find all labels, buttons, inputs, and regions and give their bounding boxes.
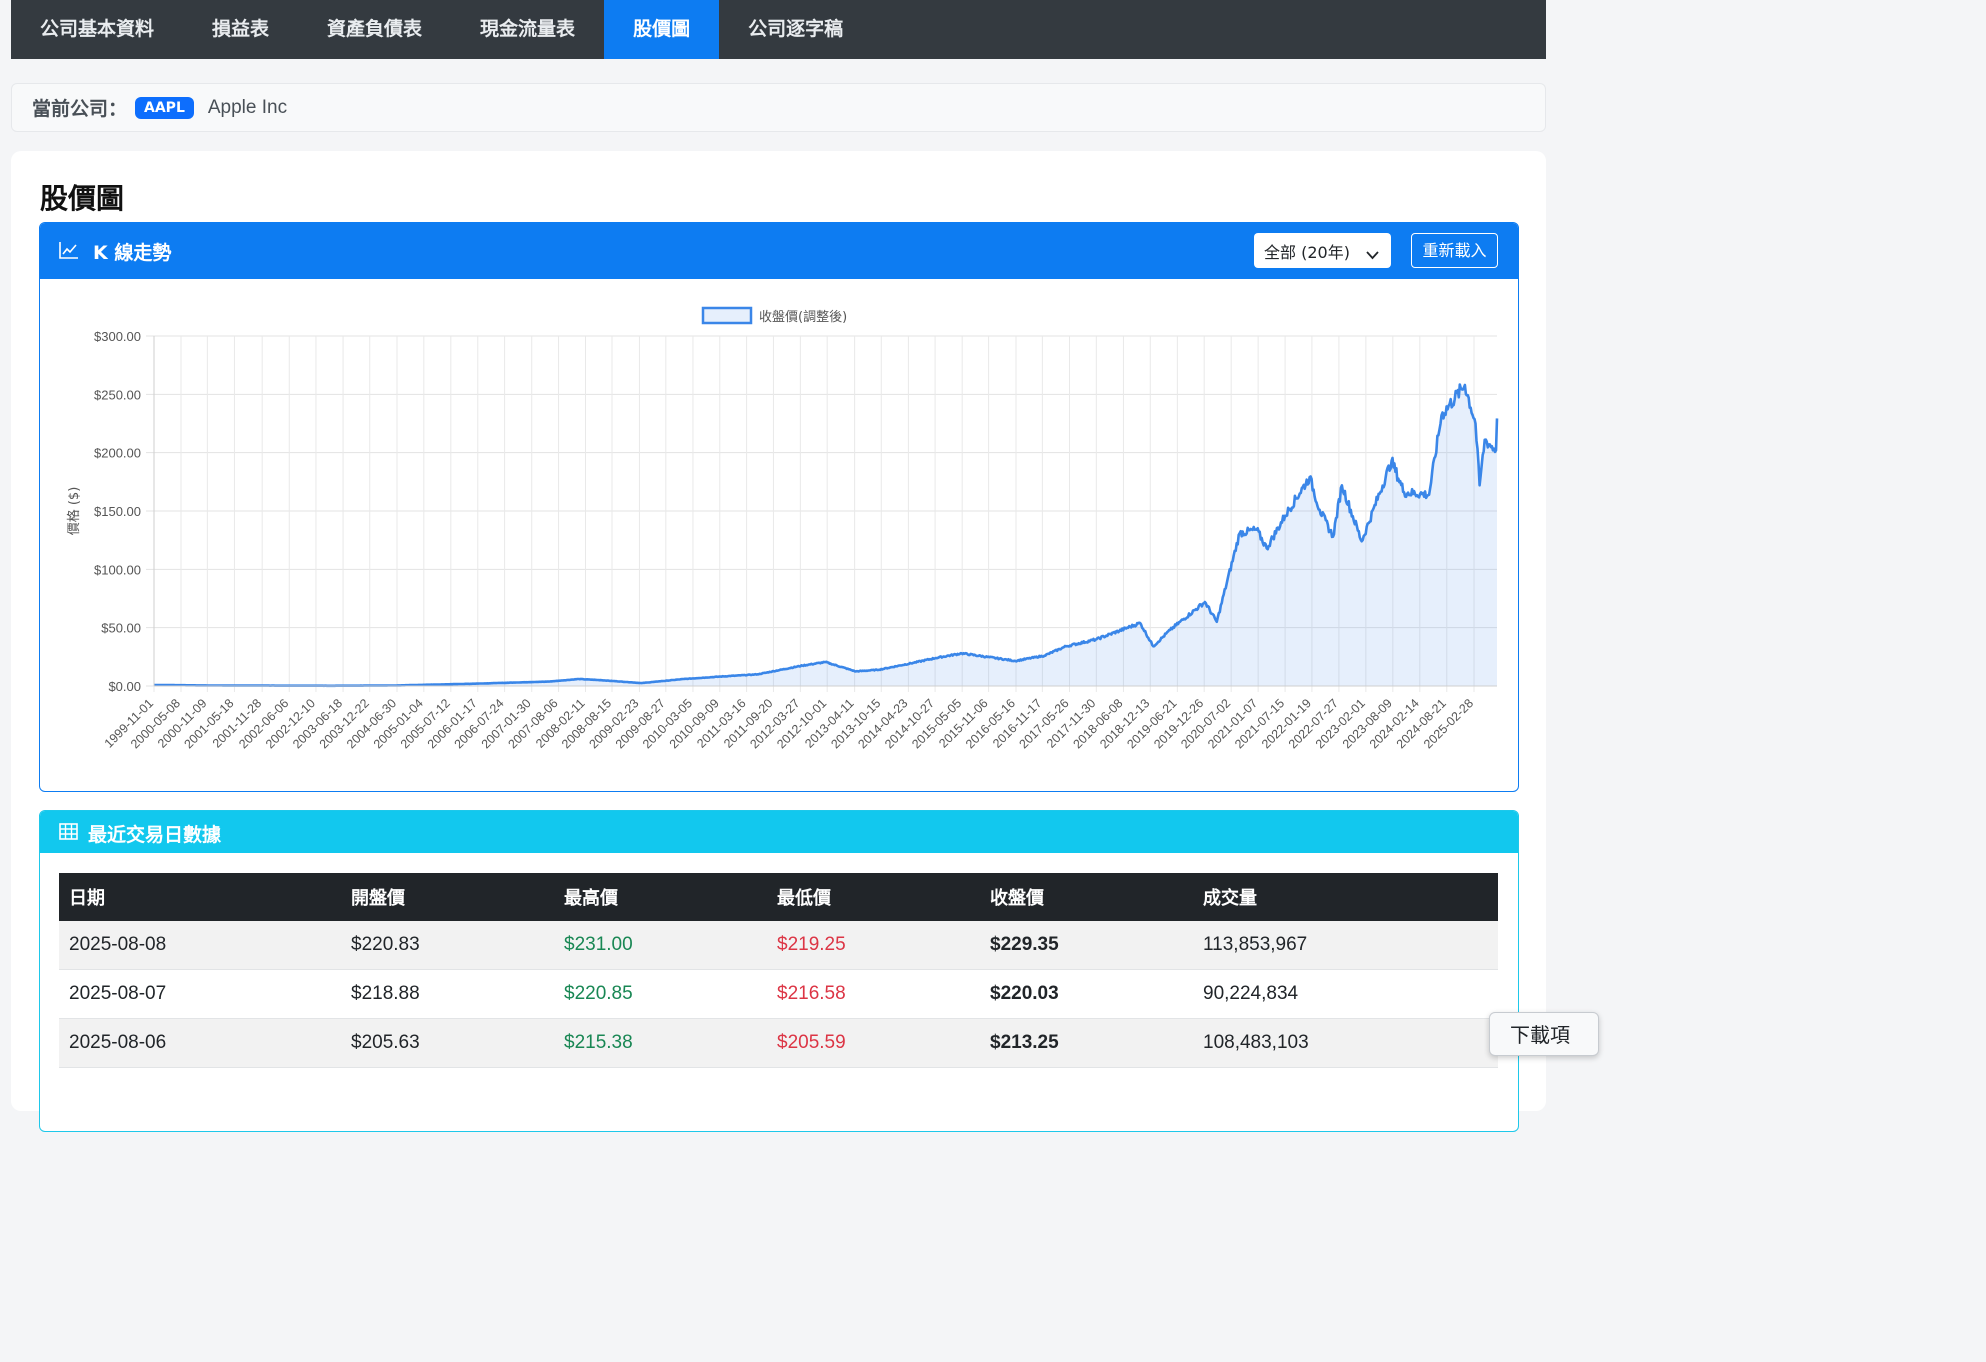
current-company-label: 當前公司： (32, 98, 128, 120)
download-tooltip[interactable]: 下載項 (1489, 1012, 1599, 1056)
company-name: Apple Inc (207, 96, 288, 118)
cell-low: $216.58 (767, 969, 980, 1019)
table-row: 2025-08-08 $220.83 $231.00 $219.25 $229.… (59, 921, 1498, 970)
range-select-value: 全部 (20年) (1264, 242, 1350, 262)
cell-high: $215.38 (554, 1018, 767, 1068)
y-tick-label: $250.00 (94, 387, 141, 402)
price-chart: $0.00 $50.00 $100.00 $150.00 $200.00 $250.00 $… (66, 306, 1499, 751)
ticker-badge: AAPL (135, 96, 194, 119)
cell-volume: 90,224,834 (1193, 969, 1498, 1019)
cell-volume: 108,483,103 (1193, 1018, 1498, 1068)
table-header-row: 日期 開盤價 最高價 最低價 收盤價 成交量 (59, 873, 1498, 921)
y-tick-label: $0.00 (108, 679, 141, 694)
y-tick-label: $150.00 (94, 504, 141, 519)
cell-close: $213.25 (980, 1018, 1193, 1068)
top-navigation: 公司基本資料 損益表 資產負債表 現金流量表 股價圖 公司逐字稿 (11, 0, 1546, 59)
current-company-bar: 當前公司： AAPL Apple Inc (11, 83, 1546, 132)
table-row: 2025-08-07 $218.88 $220.85 $216.58 $220.… (59, 969, 1498, 1019)
range-select[interactable]: 全部 (20年) (1254, 233, 1391, 268)
recent-trading-title: 最近交易日數據 (88, 824, 222, 846)
cell-date: 2025-08-07 (59, 969, 341, 1019)
recent-trading-table: 日期 開盤價 最高價 最低價 收盤價 成交量 2025-08-08 $220.8… (59, 873, 1498, 1068)
y-axis-label: 價格 ($) (66, 487, 82, 536)
recent-trading-header: 最近交易日數據 (40, 811, 1518, 853)
cell-open: $205.63 (341, 1018, 554, 1068)
tab-income-statement[interactable]: 損益表 (212, 18, 270, 40)
cell-open: $218.88 (341, 969, 554, 1019)
line-chart-icon (59, 241, 79, 263)
chart-panel-header: K 線走勢 全部 (20年) 重新載入 (40, 223, 1518, 279)
col-date: 日期 (59, 873, 341, 921)
col-open: 開盤價 (341, 873, 554, 921)
cell-volume: 113,853,967 (1193, 921, 1498, 970)
chart-panel: K 線走勢 全部 (20年) 重新載入 $0.00 $50.00 $100.00 $1… (39, 222, 1519, 792)
col-close: 收盤價 (980, 873, 1193, 921)
table-icon (59, 823, 78, 844)
main-card: 股價圖 K 線走勢 全部 (20年) 重新載入 $0.00 $50.00 $100.… (11, 151, 1546, 1132)
y-tick-label: $200.00 (94, 446, 141, 461)
chart-panel-title: K 線走勢 (93, 242, 172, 264)
chevron-down-icon (1366, 245, 1379, 264)
tab-cash-flow[interactable]: 現金流量表 (480, 18, 576, 40)
cell-close: $229.35 (980, 921, 1193, 970)
legend-swatch (701, 306, 753, 325)
reload-button[interactable]: 重新載入 (1411, 233, 1498, 268)
col-high: 最高價 (554, 873, 767, 921)
cell-low: $219.25 (767, 921, 980, 970)
tab-stock-chart[interactable]: 股價圖 (604, 0, 720, 59)
tab-transcripts[interactable]: 公司逐字稿 (748, 18, 844, 40)
table-row: 2025-08-06 $205.63 $215.38 $205.59 $213.… (59, 1018, 1498, 1068)
tab-balance-sheet[interactable]: 資產負債表 (327, 18, 423, 40)
tab-company-profile[interactable]: 公司基本資料 (40, 18, 155, 40)
cell-close: $220.03 (980, 969, 1193, 1019)
chart-plot-group: $0.00 $50.00 $100.00 $150.00 $200.00 $250.00 $… (66, 306, 1499, 751)
page-title: 股價圖 (40, 182, 125, 215)
cell-date: 2025-08-08 (59, 921, 341, 970)
price-area-fill (154, 384, 1497, 686)
legend-label: 收盤價(調整後) (759, 310, 847, 325)
cell-open: $220.83 (341, 921, 554, 970)
y-tick-label: $50.00 (101, 621, 141, 636)
cell-high: $231.00 (554, 921, 767, 970)
y-tick-label: $100.00 (94, 562, 141, 577)
col-volume: 成交量 (1193, 873, 1498, 921)
recent-trading-panel: 最近交易日數據 日期 開盤價 最高價 最低價 收盤價 成交量 2025-08-0… (39, 810, 1519, 1132)
y-tick-label: $300.00 (94, 329, 141, 344)
cell-low: $205.59 (767, 1018, 980, 1068)
cell-date: 2025-08-06 (59, 1018, 341, 1068)
cell-high: $220.85 (554, 969, 767, 1019)
col-low: 最低價 (767, 873, 980, 921)
